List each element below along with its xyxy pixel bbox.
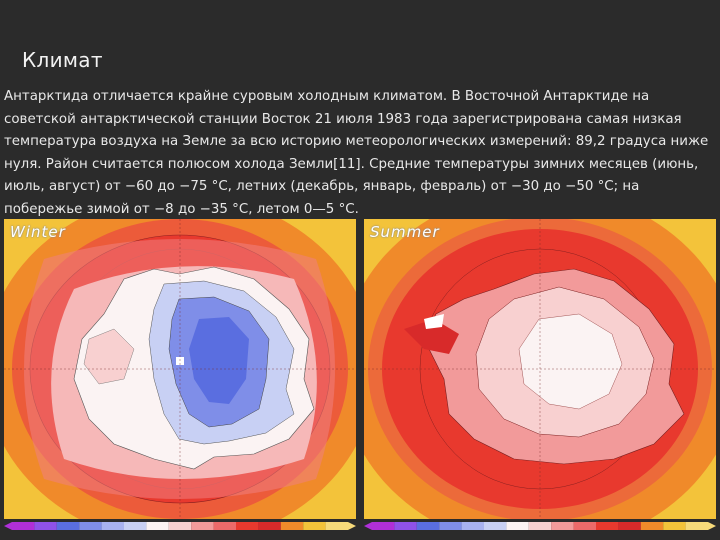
- colorbar-swatch: [685, 522, 708, 530]
- colorbar-swatch: [236, 522, 259, 530]
- colorbar-swatch: [303, 522, 326, 530]
- colorbar-swatch: [101, 522, 124, 530]
- colorbar-swatch: [79, 522, 102, 530]
- colorbar-swatch: [56, 522, 80, 530]
- colorbar-swatch: [325, 522, 348, 530]
- colorbar-swatch: [12, 522, 35, 530]
- summer-colorbar-graphic: [364, 522, 716, 530]
- colorbar-swatch: [640, 522, 664, 530]
- slide-title: Климат: [22, 48, 103, 72]
- colorbar-swatch: [372, 522, 395, 530]
- winter-map-graphic: [4, 219, 356, 519]
- colorbar-high-arrow: [708, 522, 716, 530]
- colorbar-swatch: [551, 522, 574, 530]
- colorbar-swatch: [506, 522, 529, 530]
- winter-colorbar: [4, 519, 356, 533]
- colorbar-swatch: [146, 522, 169, 530]
- colorbar-swatch: [258, 522, 281, 530]
- colorbar-swatch: [528, 522, 552, 530]
- colorbar-swatch: [34, 522, 57, 530]
- colorbar-low-arrow: [364, 522, 372, 530]
- colorbar-swatch: [663, 522, 686, 530]
- colorbar-swatch: [191, 522, 214, 530]
- summer-colorbar: [364, 519, 716, 533]
- summer-temperature-map: Summer: [364, 219, 716, 519]
- winter-temperature-map: Winter: [4, 219, 356, 519]
- colorbar-swatch: [439, 522, 462, 530]
- winter-colorbar-graphic: [4, 522, 356, 530]
- colorbar-swatch: [484, 522, 507, 530]
- colorbar-swatch: [213, 522, 236, 530]
- colorbar-swatch: [618, 522, 641, 530]
- colorbar-swatch: [168, 522, 192, 530]
- colorbar-swatch: [596, 522, 619, 530]
- colorbar-swatch: [416, 522, 440, 530]
- summer-map-label: Summer: [370, 223, 440, 241]
- colorbar-swatch: [394, 522, 417, 530]
- colorbar-swatch: [280, 522, 304, 530]
- colorbar-low-arrow: [4, 522, 12, 530]
- colorbar-swatch: [124, 522, 147, 530]
- colorbar-high-arrow: [348, 522, 356, 530]
- summer-map-graphic: [364, 219, 716, 519]
- slide-body-text: Антарктида отличается крайне суровым хол…: [4, 89, 709, 217]
- winter-map-label: Winter: [10, 223, 66, 241]
- colorbar-swatch: [573, 522, 596, 530]
- colorbar-swatch: [461, 522, 484, 530]
